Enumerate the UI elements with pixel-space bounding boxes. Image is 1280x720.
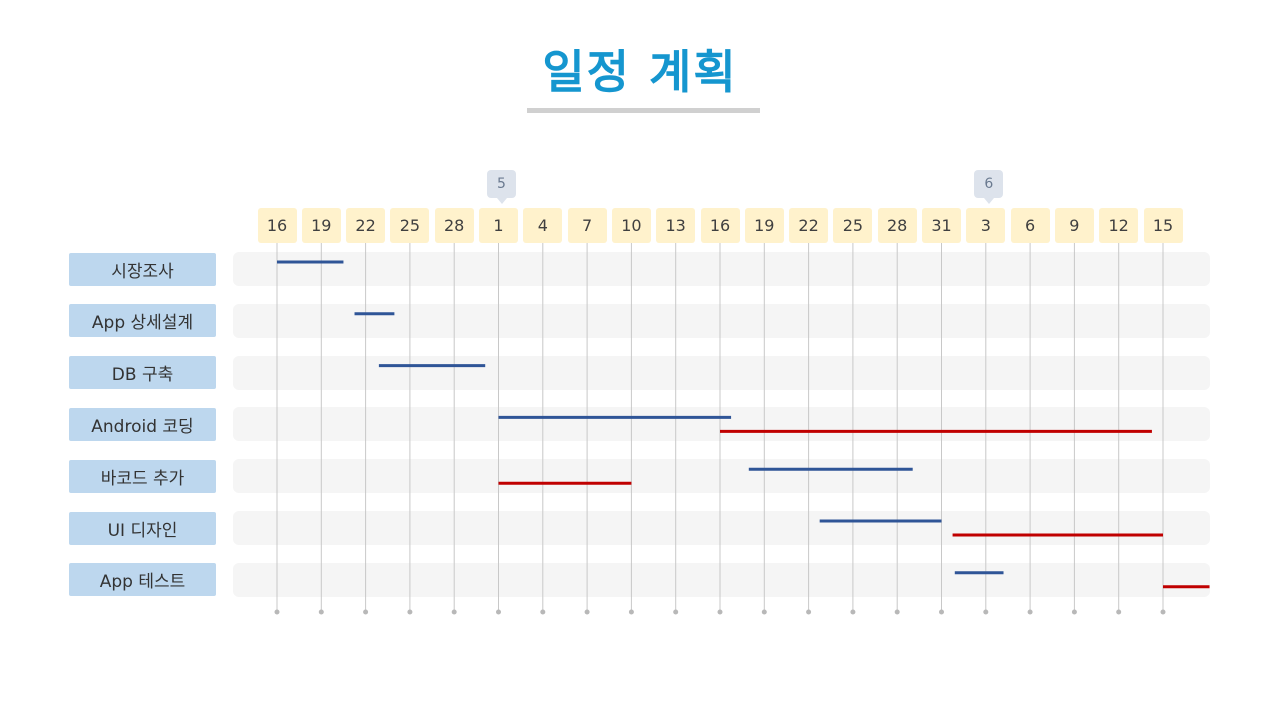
date-tick-label: 9 <box>1054 208 1094 243</box>
task-row-band <box>233 562 1210 597</box>
task-row-band <box>233 355 1210 390</box>
date-tick-label: 28 <box>434 208 474 243</box>
task-label: 바코드 추가 <box>69 459 216 493</box>
date-tick-label: 15 <box>1143 208 1183 243</box>
date-tick-label: 3 <box>966 208 1006 243</box>
gridline-dot <box>1071 609 1077 615</box>
date-tick-label: 19 <box>744 208 784 243</box>
month-marker: 6 <box>974 170 1004 204</box>
gridline-dot <box>850 609 856 615</box>
gridline-dot <box>318 609 324 615</box>
gridline-dot <box>407 609 413 615</box>
date-tick-label: 19 <box>301 208 341 243</box>
page-title: 일정 계획 <box>542 45 738 99</box>
gridline-dot <box>274 609 280 615</box>
task-label: 시장조사 <box>69 252 216 286</box>
gridline-dot <box>673 609 679 615</box>
gridline-dot <box>717 609 723 615</box>
date-tick-label: 4 <box>523 208 563 243</box>
date-tick-label: 6 <box>1010 208 1050 243</box>
gridline-dot <box>983 609 989 615</box>
date-tick-label: 28 <box>877 208 917 243</box>
date-tick-label: 12 <box>1099 208 1139 243</box>
task-label: Android 코딩 <box>69 407 216 441</box>
task-label: App 테스트 <box>69 563 216 597</box>
gridline-dot <box>806 609 812 615</box>
date-tick-label: 31 <box>922 208 961 243</box>
gridline-dot <box>584 609 590 615</box>
task-row-band <box>233 511 1210 545</box>
date-tick-label: 22 <box>789 208 829 243</box>
task-row-band <box>233 459 1210 494</box>
task-label: App 상세설계 <box>69 304 216 338</box>
date-tick-label: 25 <box>833 208 873 243</box>
title-underline <box>527 108 760 113</box>
task-row-band <box>233 252 1210 286</box>
date-tick-label: 1 <box>479 208 518 243</box>
date-tick-label: 25 <box>390 208 430 243</box>
task-label: UI 디자인 <box>69 511 216 545</box>
date-tick-label: 16 <box>257 208 297 243</box>
gridline-dot <box>540 609 546 615</box>
date-tick-label: 22 <box>346 208 386 243</box>
task-row-band <box>233 407 1210 442</box>
gridline-dot <box>363 609 369 615</box>
date-tick-label: 13 <box>656 208 696 243</box>
month-marker: 5 <box>487 170 516 204</box>
gridline-dot <box>761 609 767 615</box>
gridline-dot <box>894 609 900 615</box>
gridline-dot <box>939 609 944 615</box>
task-label: DB 구축 <box>69 356 216 390</box>
date-tick-label: 7 <box>567 208 607 243</box>
gridline-dot <box>628 609 634 615</box>
gridline-dot <box>1160 609 1166 615</box>
gridline-dot <box>1027 609 1033 615</box>
gridline-dot <box>496 609 501 615</box>
date-tick-label: 16 <box>700 208 740 243</box>
date-tick-label: 10 <box>611 208 651 243</box>
gridline-dot <box>1116 609 1122 615</box>
task-row-band <box>233 303 1210 338</box>
gridline-dot <box>451 609 457 615</box>
